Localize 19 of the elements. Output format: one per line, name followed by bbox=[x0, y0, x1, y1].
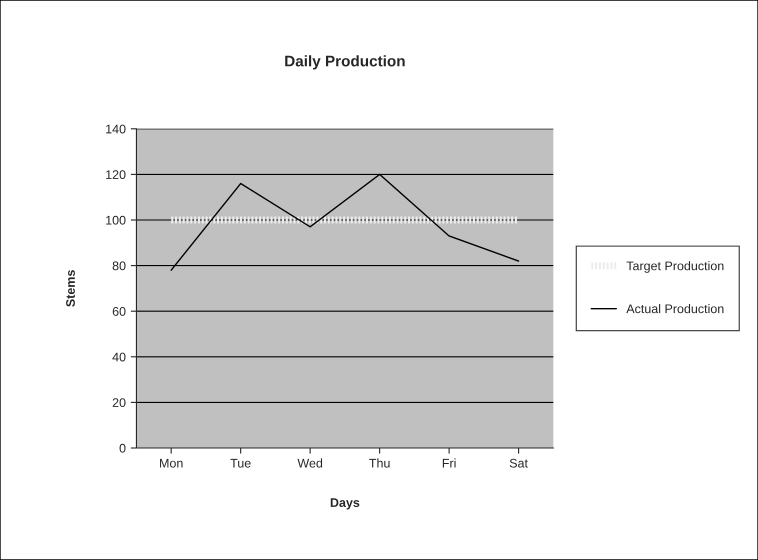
legend-label: Actual Production bbox=[626, 304, 724, 314]
y-tick-label: 20 bbox=[112, 398, 126, 408]
x-tick-label: Thu bbox=[369, 458, 390, 468]
y-tick-label: 40 bbox=[112, 352, 126, 362]
y-tick-label: 120 bbox=[106, 170, 126, 180]
legend-label: Target Production bbox=[626, 261, 724, 273]
y-tick-label: 100 bbox=[106, 216, 126, 225]
x-tick-label: Tue bbox=[230, 458, 251, 468]
y-axis-title: Stems bbox=[66, 270, 75, 307]
x-tick-label: Wed bbox=[297, 458, 322, 468]
x-tick-label: Sat bbox=[510, 458, 528, 468]
x-tick-label: Mon bbox=[160, 458, 183, 468]
y-tick-label: 80 bbox=[112, 261, 126, 270]
x-axis-title: Days bbox=[330, 498, 360, 510]
x-tick-label: Fri bbox=[442, 458, 456, 468]
y-tick-label: 60 bbox=[112, 307, 126, 316]
chart-title: Daily Production bbox=[285, 55, 405, 70]
y-tick-label: 140 bbox=[106, 124, 126, 134]
y-tick-label: 0 bbox=[120, 444, 126, 453]
